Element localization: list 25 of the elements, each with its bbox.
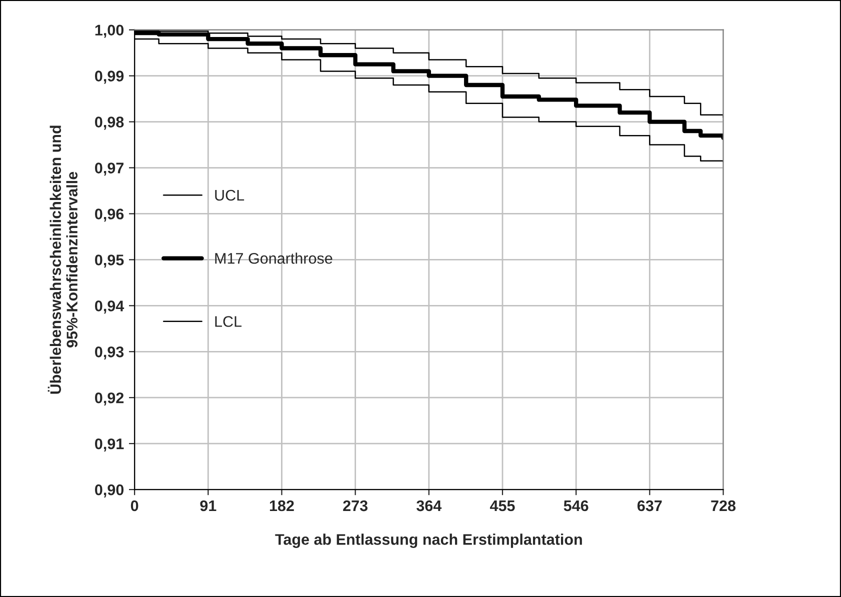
x-tick-label: 455 xyxy=(490,500,515,512)
y-tick-label: 0,91 xyxy=(95,438,124,452)
y-tick-label: 0,93 xyxy=(95,346,124,360)
y-tick-label: 1,00 xyxy=(95,24,124,38)
y-tick-label: 0,94 xyxy=(95,300,124,314)
x-tick-label: 182 xyxy=(270,500,294,512)
y-axis-title: Überlebenswahrscheinlichkeiten und 95%-Konfidenzintervalle xyxy=(48,126,78,394)
x-axis-title: Tage ab Entlassung nach Erstimplantation xyxy=(275,534,582,548)
x-tick-label: 546 xyxy=(564,500,588,512)
legend-label: UCL xyxy=(215,190,244,201)
legend-label: LCL xyxy=(215,316,242,327)
x-tick-label: 91 xyxy=(200,500,216,512)
x-tick-label: 728 xyxy=(711,500,736,512)
x-tick-label: 0 xyxy=(130,500,138,512)
y-tick-label: 0,90 xyxy=(95,484,124,498)
y-tick-label: 0,92 xyxy=(95,392,124,406)
y-tick-label: 0,96 xyxy=(95,208,124,222)
x-tick-label: 273 xyxy=(343,500,368,512)
x-tick-label: 364 xyxy=(416,500,442,512)
y-tick-label: 0,97 xyxy=(95,162,124,176)
legend-label: M17 Gonarthrose xyxy=(215,252,332,264)
x-tick-label: 637 xyxy=(637,500,662,512)
y-tick-label: 0,98 xyxy=(95,116,124,130)
y-tick-label: 0,95 xyxy=(95,254,124,268)
y-tick-label: 0,99 xyxy=(95,70,124,84)
